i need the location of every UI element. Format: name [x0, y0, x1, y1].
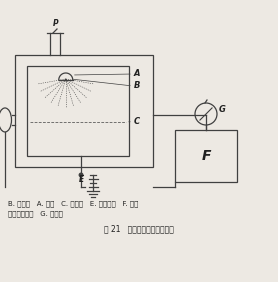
Circle shape [79, 173, 84, 177]
Text: F: F [201, 149, 211, 163]
Text: G: G [219, 105, 226, 114]
Text: E: E [79, 175, 84, 184]
Text: B: B [134, 81, 140, 91]
Text: 流测量放大器   G. 输出表: 流测量放大器 G. 输出表 [8, 210, 63, 217]
FancyBboxPatch shape [15, 55, 153, 167]
Text: P: P [53, 19, 59, 28]
Text: C: C [134, 117, 140, 126]
FancyBboxPatch shape [27, 66, 129, 156]
Text: A: A [134, 69, 140, 78]
FancyBboxPatch shape [175, 130, 237, 182]
Ellipse shape [0, 108, 11, 132]
Text: B. 放射源   A. 阳极   C. 收集极   E. 阴极电源   F. 离子: B. 放射源 A. 阳极 C. 收集极 E. 阴极电源 F. 离子 [8, 200, 138, 207]
Circle shape [195, 103, 217, 125]
Text: 图 21   放射性电离真空计结构: 图 21 放射性电离真空计结构 [104, 224, 174, 233]
